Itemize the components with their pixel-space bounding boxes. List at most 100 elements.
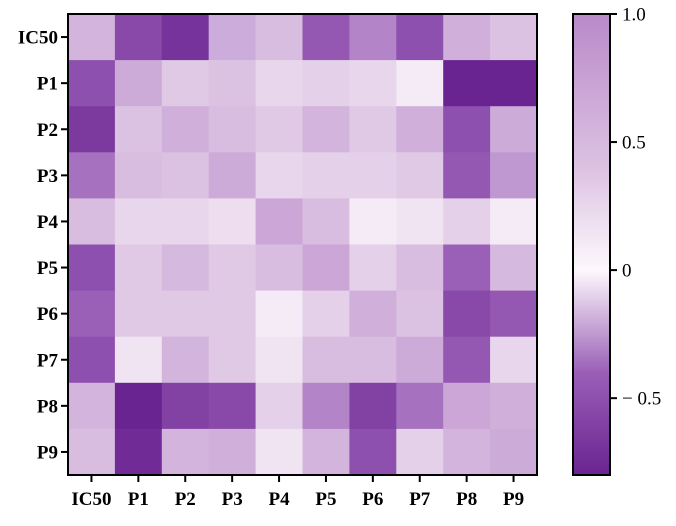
heatmap-cell-p7-p7 (396, 336, 444, 384)
heatmap-cell-p4-p2 (161, 198, 210, 246)
heatmap-cell-p1-p4 (255, 60, 304, 107)
heatmap-cell-p8-ic50 (68, 382, 116, 430)
x-tick-label: P3 (222, 489, 243, 510)
heatmap-cell-ic50-p4 (255, 14, 304, 61)
heatmap-cell-p4-p6 (349, 198, 397, 246)
heatmap-cell-p2-p3 (208, 106, 257, 153)
heatmap-cell-p8-p2 (161, 382, 210, 430)
heatmap-cell-ic50-p9 (490, 14, 538, 61)
x-tick-label: P7 (409, 489, 431, 510)
heatmap-cell-p5-p9 (490, 244, 538, 292)
heatmap-cell-p7-p2 (161, 336, 210, 384)
y-tick-label: P5 (37, 258, 58, 279)
heatmap-cell-p7-p5 (302, 336, 350, 384)
x-axis: IC50 P1 P2 P3 P4 P5 P6 P7 P8 P9 (71, 475, 524, 510)
heatmap-cells (68, 14, 538, 476)
heatmap-cell-p6-p8 (443, 290, 491, 338)
heatmap-cell-p1-p6 (349, 60, 397, 107)
heatmap-cell-p1-p7 (396, 60, 444, 107)
heatmap-cell-p8-p8 (443, 382, 491, 430)
heatmap-cell-p7-p9 (490, 336, 538, 384)
heatmap-cell-p9-ic50 (68, 428, 116, 476)
heatmap-cell-p7-p4 (255, 336, 304, 384)
heatmap-cell-p1-ic50 (68, 60, 116, 107)
heatmap-cell-p6-p7 (396, 290, 444, 338)
heatmap-cell-p4-p5 (302, 198, 350, 246)
heatmap-cell-ic50-ic50 (68, 14, 116, 61)
heatmap-cell-p1-p2 (161, 60, 210, 107)
heatmap-cell-p9-p9 (490, 428, 538, 476)
heatmap-cell-ic50-p5 (302, 14, 350, 61)
colorbar: 1.0 0.5 0 − 0.5 (572, 5, 661, 476)
y-tick-label: IC50 (18, 28, 58, 49)
heatmap-cell-p2-p8 (443, 106, 491, 153)
heatmap-cell-p1-p1 (114, 60, 163, 107)
heatmap-cell-p7-p1 (114, 336, 163, 384)
heatmap-cell-p3-p3 (208, 152, 257, 199)
colorbar-tick-label: 0 (622, 261, 632, 282)
y-tick-label: P3 (37, 166, 58, 187)
heatmap-cell-ic50-p7 (396, 14, 444, 61)
heatmap-cell-ic50-p2 (161, 14, 210, 61)
y-tick-label: P1 (37, 74, 58, 95)
heatmap-cell-p2-p1 (114, 106, 163, 153)
heatmap-cell-p6-p6 (349, 290, 397, 338)
heatmap-cell-p3-p8 (443, 152, 491, 199)
heatmap-cell-p3-p9 (490, 152, 538, 199)
heatmap-cell-p5-p6 (349, 244, 397, 292)
heatmap-cell-p5-p1 (114, 244, 163, 292)
heatmap-cell-p5-p2 (161, 244, 210, 292)
heatmap-cell-p9-p3 (208, 428, 257, 476)
heatmap-cell-p9-p5 (302, 428, 350, 476)
heatmap-cell-p3-ic50 (68, 152, 116, 199)
heatmap-cell-p6-p5 (302, 290, 350, 338)
heatmap-cell-p5-ic50 (68, 244, 116, 292)
colorbar-tick-label: 1.0 (622, 5, 646, 26)
y-tick-label: P6 (37, 304, 58, 325)
x-tick-label: P9 (503, 489, 524, 510)
heatmap-cell-p9-p8 (443, 428, 491, 476)
heatmap-cell-p5-p8 (443, 244, 491, 292)
heatmap-cell-p1-p9 (490, 60, 538, 107)
heatmap-cell-p9-p7 (396, 428, 444, 476)
plot-frame (67, 13, 538, 476)
colorbar-tick-label: 0.5 (622, 133, 646, 154)
heatmap-cell-p7-p8 (443, 336, 491, 384)
heatmap-cell-p2-p2 (161, 106, 210, 153)
heatmap-cell-ic50-p8 (443, 14, 491, 61)
x-tick-label: P1 (128, 489, 149, 510)
colorbar-ticks: 1.0 0.5 0 − 0.5 (610, 5, 661, 410)
heatmap-cell-p2-p9 (490, 106, 538, 153)
heatmap-cell-p7-ic50 (68, 336, 116, 384)
y-tick-label: P2 (37, 120, 58, 141)
heatmap-cell-p1-p8 (443, 60, 491, 107)
x-tick-label: P2 (175, 489, 196, 510)
heatmap-cell-p8-p4 (255, 382, 304, 430)
heatmap-cell-ic50-p3 (208, 14, 257, 61)
heatmap-cell-p1-p5 (302, 60, 350, 107)
x-tick-label: P6 (362, 489, 383, 510)
heatmap-cell-p9-p4 (255, 428, 304, 476)
x-tick-label: IC50 (71, 489, 111, 510)
heatmap-cell-p6-p4 (255, 290, 304, 338)
heatmap-cell-p2-ic50 (68, 106, 116, 153)
heatmap-cell-p8-p7 (396, 382, 444, 430)
heatmap-cell-p6-p9 (490, 290, 538, 338)
heatmap-cell-p4-ic50 (68, 198, 116, 246)
heatmap-cell-p6-p2 (161, 290, 210, 338)
heatmap-cell-p5-p3 (208, 244, 257, 292)
heatmap-cell-p4-p1 (114, 198, 163, 246)
heatmap-cell-p9-p2 (161, 428, 210, 476)
heatmap-cell-ic50-p1 (114, 14, 163, 61)
heatmap-cell-p2-p5 (302, 106, 350, 153)
heatmap-cell-p4-p4 (255, 198, 304, 246)
heatmap-cell-p3-p4 (255, 152, 304, 199)
heatmap-cell-p4-p8 (443, 198, 491, 246)
heatmap-cell-p3-p5 (302, 152, 350, 199)
heatmap-cell-p2-p7 (396, 106, 444, 153)
x-tick-label: P4 (268, 489, 290, 510)
heatmap-cell-p2-p4 (255, 106, 304, 153)
heatmap-cell-p6-p1 (114, 290, 163, 338)
colorbar-gradient (572, 13, 611, 476)
